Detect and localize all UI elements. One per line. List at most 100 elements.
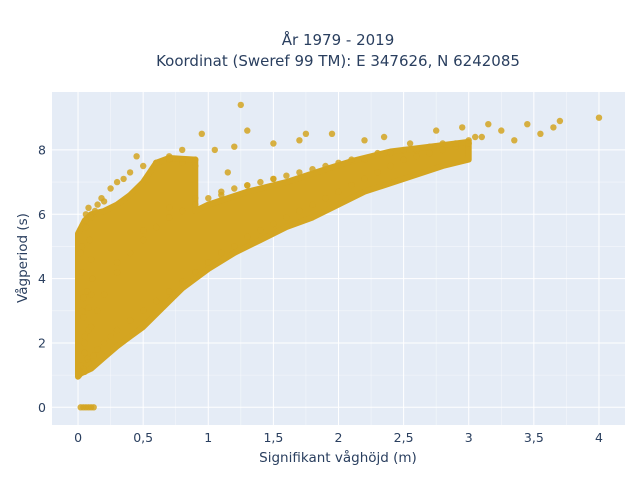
y-tick-label: 2 [38, 335, 46, 350]
scatter-point [244, 233, 251, 240]
x-tick-label: 0,5 [133, 430, 153, 445]
scatter-point [153, 297, 160, 305]
scatter-point [126, 169, 134, 176]
scatter-point [218, 249, 225, 257]
y-tick-label: 0 [38, 400, 46, 415]
scatter-point [100, 291, 108, 298]
scatter-point [179, 207, 186, 215]
scatter-point [120, 175, 127, 183]
scatter-point [166, 153, 173, 160]
scatter-point [85, 304, 92, 311]
scatter-point [90, 352, 97, 359]
scatter-point [198, 130, 205, 137]
scatter-point [77, 249, 84, 257]
scatter-point [89, 275, 96, 282]
scatter-point [218, 188, 225, 195]
scatter-point [140, 307, 147, 314]
scatter-point [478, 133, 485, 141]
scatter-point [192, 269, 199, 276]
scatter-point [387, 162, 394, 170]
scatter-point [556, 117, 564, 125]
scatter-point [107, 333, 114, 340]
scatter-point [335, 188, 342, 195]
scatter-point [85, 359, 92, 366]
scatter-point [94, 201, 101, 208]
scatter-point [192, 162, 199, 170]
x-tick-label: 3 [465, 430, 473, 445]
scatter-point [244, 127, 251, 134]
scatter-point [85, 204, 92, 211]
scatter-point [205, 259, 212, 266]
scatter-point [153, 159, 160, 166]
scatter-point [153, 223, 160, 231]
scatter-point [348, 182, 355, 189]
scatter-point [166, 204, 173, 211]
scatter-point [82, 211, 90, 218]
scatter-point [100, 198, 108, 205]
scatter-point [81, 339, 88, 347]
scatter-point [81, 368, 88, 376]
scatter-point [335, 159, 342, 166]
chart-title-line2: Koordinat (Sweref 99 TM): E 347626, N 62… [156, 52, 520, 70]
x-axis-title: Signifikant våghöjd (m) [259, 449, 417, 466]
scatter-point [322, 162, 329, 170]
scatter-point [426, 143, 433, 150]
scatter-point [283, 172, 290, 179]
scatter-point [126, 249, 134, 257]
scatter-point [296, 169, 303, 176]
scatter-point [81, 349, 88, 356]
scatter-point [296, 137, 303, 144]
y-tick-label: 8 [38, 142, 46, 157]
scatter-point [283, 214, 290, 221]
x-tick-label: 3,5 [524, 430, 544, 445]
scatter-point [380, 133, 388, 141]
scatter-point [100, 339, 108, 347]
scatter-point [374, 149, 381, 157]
scatter-point [192, 156, 199, 163]
scatter-point [211, 146, 218, 154]
scatter-point [309, 166, 316, 173]
x-tick-label: 0 [74, 430, 82, 445]
scatter-point [400, 146, 407, 154]
chart-title-line1: År 1979 - 2019 [282, 30, 395, 49]
scatter-point [595, 114, 603, 121]
x-tick-label: 2 [335, 430, 343, 445]
scatter-point [361, 137, 368, 144]
scatter-point [244, 182, 251, 189]
scatter-point [465, 137, 472, 144]
x-tick-label: 1 [204, 430, 212, 445]
scatter-point [387, 149, 394, 157]
scatter-point [257, 178, 264, 186]
scatter-point [94, 346, 101, 353]
scatter-point [231, 143, 238, 150]
scatter-point [270, 175, 277, 183]
scatter-point [270, 220, 277, 228]
scatter-point [90, 404, 97, 411]
scatter-point [133, 153, 140, 160]
scatter-point [361, 156, 368, 163]
scatter-point [452, 140, 459, 147]
scatter-point [78, 243, 86, 250]
scatter-point [296, 207, 303, 215]
scatter-point [192, 195, 199, 202]
scatter-point [87, 256, 95, 263]
scatter-point [140, 236, 147, 244]
scatter-point [361, 175, 368, 183]
scatter-point [80, 314, 87, 321]
x-tick-label: 4 [595, 430, 603, 445]
scatter-point [78, 269, 86, 276]
scatter-point [113, 178, 121, 186]
scatter-point [179, 159, 186, 166]
scatter-point [113, 326, 121, 334]
scatter-point [78, 307, 86, 314]
scatter-point [400, 156, 407, 163]
scatter-point [87, 323, 95, 331]
scatter-point [231, 185, 238, 192]
scatter-point [91, 207, 99, 215]
scatter-point [166, 214, 173, 221]
scatter-point [257, 227, 264, 234]
scatter-point [498, 127, 505, 134]
scatter-point [140, 162, 147, 170]
data-points [75, 101, 603, 411]
